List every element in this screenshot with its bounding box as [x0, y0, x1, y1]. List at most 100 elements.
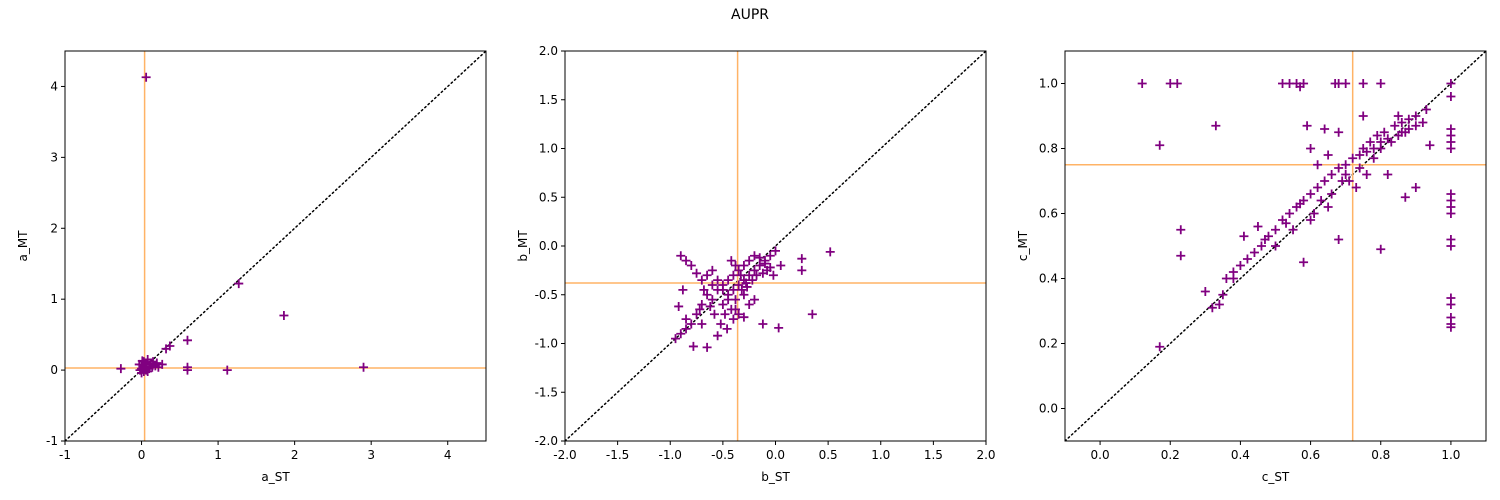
y-tick-label: 0.0 [1039, 402, 1058, 416]
x-tick-label: 1.5 [924, 448, 943, 462]
data-point [726, 304, 736, 314]
data-point [1211, 121, 1221, 131]
data-point [797, 254, 807, 264]
data-point [1404, 114, 1414, 124]
identity-diagonal-line [565, 51, 986, 441]
data-point [744, 300, 754, 309]
axes-frame [1064, 50, 1487, 442]
data-point [1383, 170, 1393, 179]
data-point [774, 323, 784, 333]
identity-diagonal-line [65, 51, 486, 441]
data-point [768, 270, 778, 280]
data-point [1341, 170, 1351, 179]
data-point [1362, 170, 1372, 179]
x-tick-label: 0.5 [819, 448, 838, 462]
x-tick-label: 0.0 [1091, 448, 1110, 462]
data-point [739, 290, 749, 300]
subplot-b: -2.0 -1.5 -1.0 -0.5 0.0 0.5 1.0 1.5 2.0 -2.0 -1.5 -… [516, 44, 996, 484]
y-tick-label: 1.0 [539, 142, 558, 156]
data-point [1344, 176, 1354, 186]
data-point [1397, 127, 1407, 137]
data-point [739, 312, 749, 322]
data-point [153, 362, 163, 372]
x-tick-label: 2 [291, 448, 299, 462]
data-point [681, 324, 691, 334]
data-point [716, 319, 726, 329]
data-point [182, 335, 192, 345]
data-point [1446, 79, 1456, 88]
data-point [1306, 215, 1316, 225]
x-tick-label: -0.5 [711, 448, 734, 462]
data-point [1376, 144, 1386, 153]
data-point [747, 275, 757, 285]
data-point [1341, 79, 1351, 88]
data-point [1334, 163, 1344, 173]
data-point [1302, 121, 1312, 131]
x-tick-label: -1.5 [606, 448, 629, 462]
plot-area [565, 51, 986, 441]
data-point [734, 280, 744, 290]
data-point [1379, 127, 1389, 137]
data-point [1369, 153, 1379, 163]
y-tick-label: 3 [50, 150, 58, 164]
x-tick-label: 1.0 [1441, 448, 1460, 462]
data-point [671, 334, 681, 344]
data-point [1446, 144, 1456, 153]
data-point [807, 309, 817, 319]
data-point [222, 365, 232, 375]
data-point [1256, 241, 1266, 251]
x-tick-label: 1.0 [871, 448, 890, 462]
data-point [674, 301, 684, 311]
data-point [1400, 192, 1410, 202]
data-point [676, 329, 686, 339]
data-point [741, 278, 751, 288]
x-axis-label: a_ST [261, 470, 290, 484]
data-point [234, 279, 244, 289]
y-tick-label: 0.5 [539, 190, 558, 204]
data-point [728, 285, 738, 295]
y-tick-label: -1.0 [535, 337, 558, 351]
data-point [739, 261, 749, 270]
data-point [1358, 144, 1368, 153]
y-tick-label: 0.0 [539, 239, 558, 253]
data-point [692, 309, 702, 319]
x-tick-label: -2.0 [553, 448, 576, 462]
data-point [718, 300, 728, 309]
data-point [182, 365, 192, 375]
data-point [760, 259, 770, 269]
data-point [1239, 231, 1249, 241]
data-point [1271, 241, 1280, 251]
data-point [1295, 199, 1305, 209]
plot-area [1065, 51, 1486, 441]
data-point [1393, 111, 1403, 121]
data-point [1320, 124, 1330, 134]
y-tick-label: 0.2 [1039, 337, 1058, 351]
data-point [1446, 241, 1456, 251]
y-tick-label: 0.8 [1039, 142, 1058, 156]
x-tick-label: 0.2 [1161, 448, 1180, 462]
data-point [1390, 121, 1400, 131]
data-point [707, 265, 717, 275]
data-point [279, 310, 289, 320]
data-point [1235, 261, 1245, 270]
data-point [797, 265, 807, 275]
y-tick-label: 2.0 [539, 44, 558, 58]
data-point [1228, 274, 1238, 283]
data-point [728, 314, 738, 324]
data-point [749, 251, 759, 261]
data-point [1411, 121, 1421, 131]
data-point [762, 265, 772, 275]
x-tick-label: 1 [214, 448, 222, 462]
data-point [1334, 235, 1344, 244]
data-point [1288, 225, 1298, 235]
data-point [718, 280, 728, 290]
data-point [1299, 257, 1309, 267]
data-point [681, 314, 691, 324]
data-point [742, 282, 752, 292]
x-tick-label: 2.0 [976, 448, 995, 462]
data-point [1271, 225, 1280, 235]
data-point [1358, 111, 1368, 121]
data-point [678, 285, 688, 295]
data-point [1425, 140, 1435, 150]
y-tick-label: 0 [50, 363, 58, 377]
